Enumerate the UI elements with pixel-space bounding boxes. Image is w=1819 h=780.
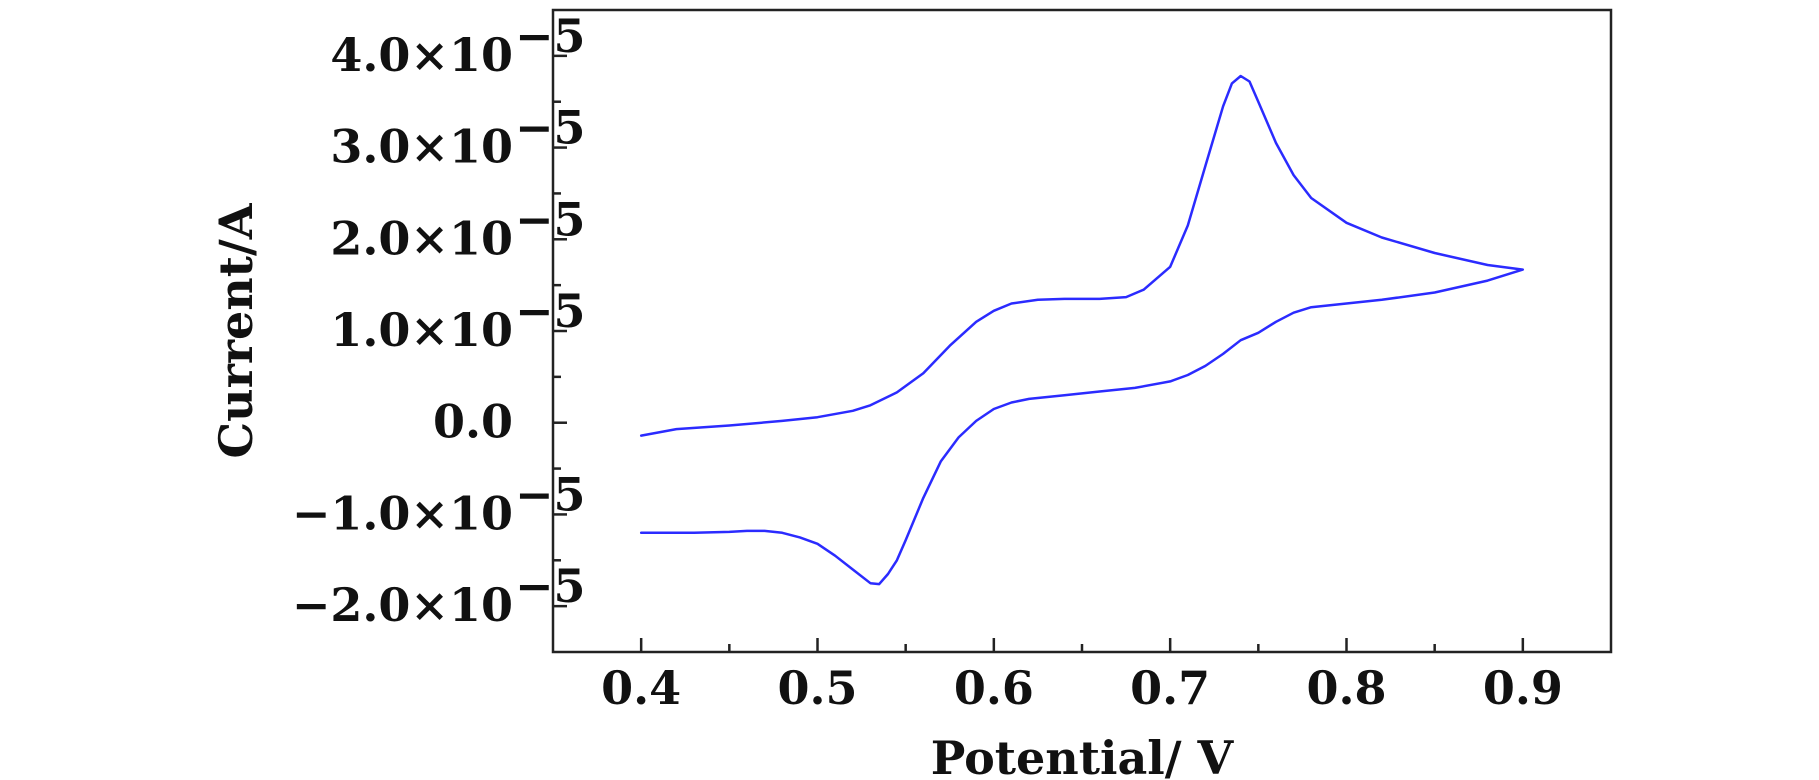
- y-axis-title: Current/A: [209, 202, 263, 458]
- x-tick-label: 0.9: [1483, 661, 1563, 715]
- y-axis-ticks: −2.0×10 −5−1.0×10 −50.01.0×10 −52.0×10 −53.0…: [292, 9, 586, 632]
- y-tick-mantissa: 0.0: [433, 395, 513, 449]
- y-tick-label: 4.0×10: [330, 28, 513, 82]
- x-tick-label: 0.8: [1306, 661, 1386, 715]
- y-tick-label: 3.0×10: [330, 120, 513, 174]
- y-tick-exponent: −5: [515, 9, 586, 63]
- y-tick-mantissa: 2.0×10: [330, 211, 513, 265]
- y-tick-label: −2.0×10: [292, 578, 513, 632]
- x-tick-label: 0.5: [777, 661, 857, 715]
- series-layer: [639, 74, 1525, 586]
- x-axis-ticks: 0.4 0.5 0.6 0.7 0.8 0.9: [601, 638, 1563, 715]
- y-tick-mantissa: 1.0×10: [330, 303, 513, 357]
- y-tick-mantissa: 4.0×10: [330, 28, 513, 82]
- x-tick-label: 0.4: [601, 661, 681, 715]
- y-tick-mantissa: −2.0×10: [292, 578, 513, 632]
- y-tick-exponent: −5: [515, 467, 586, 521]
- x-tick-label: 0.6: [954, 661, 1034, 715]
- y-tick-exponent: −5: [515, 192, 586, 246]
- y-tick-mantissa: 3.0×10: [330, 120, 513, 174]
- y-tick-exponent: −5: [515, 559, 586, 613]
- cv-curve: [639, 74, 1525, 586]
- y-tick-label: 1.0×10: [330, 303, 513, 357]
- y-tick-mantissa: −1.0×10: [292, 486, 513, 540]
- x-tick-label: 0.7: [1130, 661, 1210, 715]
- y-tick-label: −1.0×10: [292, 486, 513, 540]
- x-axis-title: Potential/ V: [931, 731, 1235, 780]
- y-tick-label: 2.0×10: [330, 211, 513, 265]
- plot-frame: [551, 8, 1613, 654]
- y-tick-label: 0.0: [433, 395, 513, 449]
- y-tick-exponent: −5: [515, 284, 586, 338]
- y-tick-exponent: −5: [515, 101, 586, 155]
